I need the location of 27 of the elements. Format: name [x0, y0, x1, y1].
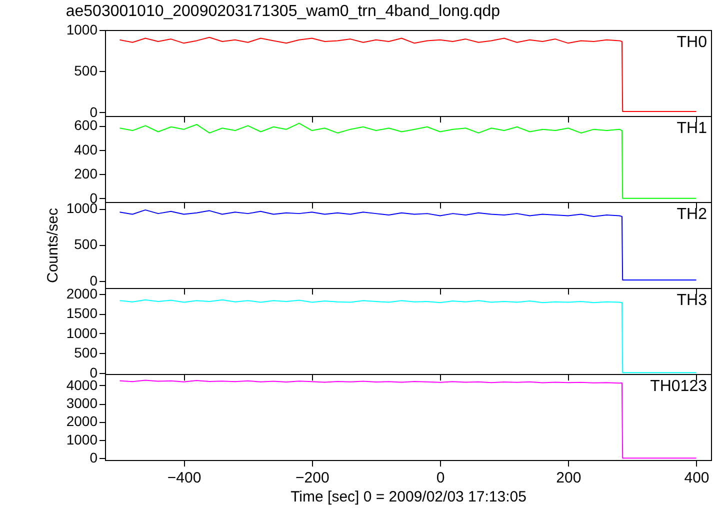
- y-tick-label: 500: [74, 344, 98, 361]
- y-tick-label: 1000: [66, 324, 98, 341]
- x-tick-label: 0: [436, 470, 445, 486]
- y-tick-label: 600: [74, 117, 98, 134]
- y-tick-label: 1000: [66, 431, 98, 448]
- x-tick-label: −200: [296, 470, 330, 486]
- x-tick-label: 200: [556, 470, 582, 486]
- y-tick-label: 0: [90, 450, 98, 466]
- y-tick-label: 1000: [66, 22, 98, 38]
- y-axis-title: Counts/sec: [44, 207, 62, 284]
- series-label: TH0123: [650, 378, 708, 395]
- x-axis-title: Time [sec] 0 = 2009/02/03 17:13:05: [290, 488, 526, 506]
- chart-title: ae503001010_20090203171305_wam0_trn_4band_long.qdp: [66, 3, 500, 20]
- text: TH2: [676, 206, 708, 223]
- y-tick-label: 400: [74, 141, 98, 158]
- text: TH3: [676, 292, 708, 309]
- y-tick-label: 200: [74, 166, 98, 182]
- x-tick-label: 400: [684, 470, 710, 486]
- x-tick-label: −400: [167, 470, 202, 486]
- text: TH1: [676, 120, 708, 137]
- y-tick-label: 0: [90, 104, 98, 120]
- y-tick-label: 3000: [66, 395, 98, 412]
- y-tick-label: 1500: [66, 305, 98, 322]
- y-tick-label: 2000: [66, 413, 98, 430]
- text: TH0: [676, 34, 708, 51]
- y-tick-label: 500: [74, 62, 98, 79]
- y-tick-label: 500: [74, 236, 98, 252]
